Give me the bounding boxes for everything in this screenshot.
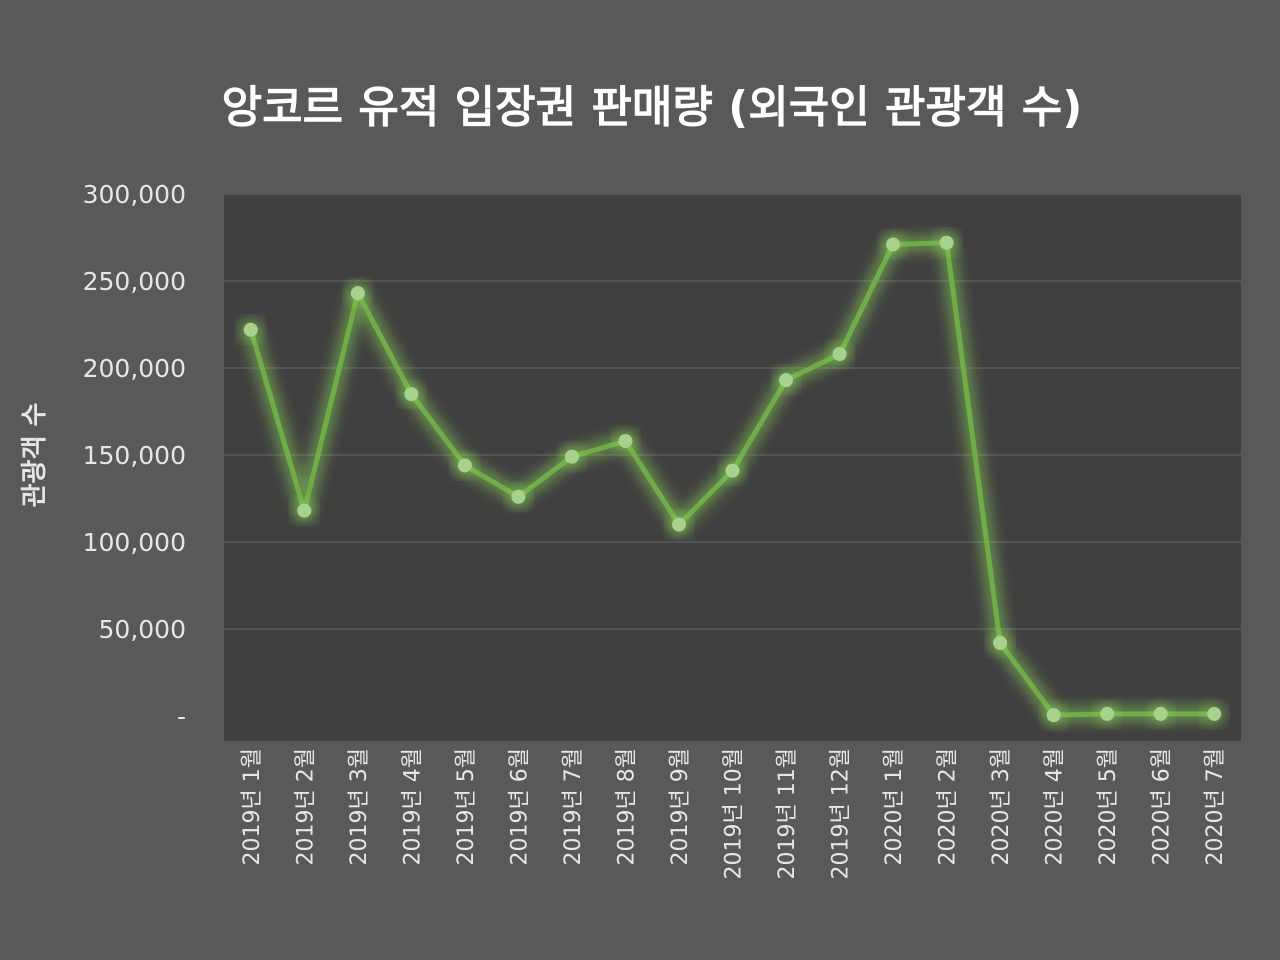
x-tick-label: 2019년 3월 [347, 748, 372, 865]
data-point [350, 286, 365, 301]
y-tick-label: 250,000 [83, 267, 186, 296]
x-tick-label: 2019년 6월 [507, 748, 532, 865]
x-tick-label: 2019년 11월 [775, 748, 800, 879]
data-point [457, 458, 472, 473]
x-tick-label: 2020년 2월 [936, 748, 961, 865]
data-point [297, 503, 312, 518]
x-tick-label: 2019년 2월 [293, 748, 318, 865]
chart-title: 앙코르 유적 입장권 판매량 (외국인 관광객 수) [222, 82, 1083, 133]
data-point [993, 635, 1008, 650]
y-tick-label: 300,000 [83, 180, 186, 209]
y-tick-label: 50,000 [99, 615, 186, 644]
data-point [939, 235, 954, 250]
x-tick-label: 2019년 1월 [240, 748, 265, 865]
data-point [725, 463, 740, 478]
data-point [671, 517, 686, 532]
x-tick-label: 2020년 7월 [1203, 748, 1228, 865]
data-point [1100, 706, 1115, 721]
x-tick-label: 2019년 7월 [561, 748, 586, 865]
x-tick-label: 2019년 5월 [454, 748, 479, 865]
data-point [779, 373, 794, 388]
x-tick-label: 2019년 8월 [614, 748, 639, 865]
x-tick-label: 2019년 10월 [722, 748, 747, 879]
y-tick-label: 150,000 [83, 441, 186, 470]
data-point [832, 347, 847, 362]
data-point [243, 322, 258, 337]
x-tick-label: 2020년 3월 [989, 748, 1014, 865]
data-point [618, 434, 633, 449]
data-point [1153, 706, 1168, 721]
y-axis-label: 관광객 수 [20, 403, 50, 508]
x-tick-label: 2020년 5월 [1096, 748, 1121, 865]
x-tick-label: 2020년 6월 [1150, 748, 1175, 865]
x-tick-label: 2020년 1월 [882, 748, 907, 865]
y-axis-ticks: - 50,000 100,000 150,000 200,000 250,000 300,0… [83, 180, 186, 731]
x-tick-label: 2019년 4월 [400, 748, 425, 865]
series [239, 231, 1226, 727]
data-point [1207, 706, 1222, 721]
y-tick-label: 200,000 [83, 354, 186, 383]
data-point [886, 237, 901, 252]
data-point [1046, 708, 1061, 723]
y-tick-label: - [177, 702, 186, 731]
x-tick-label: 2019년 9월 [668, 748, 693, 865]
x-axis-ticks: 2019년 1월 2019년 2월 2019년 3월 2019년 4월 2019년 5월… [240, 748, 1228, 879]
data-point [404, 387, 419, 402]
x-tick-label: 2020년 4월 [1043, 748, 1068, 865]
data-point [511, 489, 526, 504]
data-point [564, 449, 579, 464]
x-tick-label: 2019년 12월 [829, 748, 854, 879]
y-tick-label: 100,000 [83, 528, 186, 557]
